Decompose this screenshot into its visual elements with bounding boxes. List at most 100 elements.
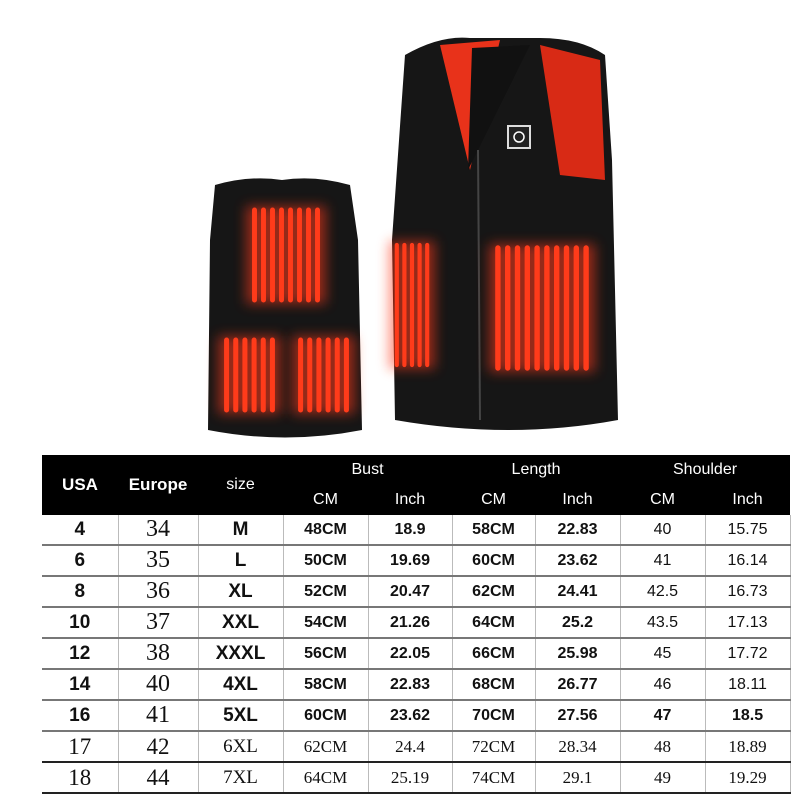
table-row: 8 36 XL 52CM 20.47 62CM 24.41 42.5 16.73 bbox=[42, 576, 791, 608]
cell-shoulder-cm: 43.5 bbox=[620, 607, 706, 639]
cell-shoulder-in: 18.5 bbox=[705, 700, 791, 732]
cell-shoulder-in: 16.14 bbox=[705, 545, 791, 577]
cell-shoulder-cm: 41 bbox=[620, 545, 706, 577]
cell-bust-cm: 48CM bbox=[283, 515, 369, 546]
cell-length-in: 25.2 bbox=[535, 607, 621, 639]
cell-bust-cm: 52CM bbox=[283, 576, 369, 608]
cell-length-in: 26.77 bbox=[535, 669, 621, 701]
cell-shoulder-cm: 45 bbox=[620, 638, 706, 670]
cell-shoulder-cm: 42.5 bbox=[620, 576, 706, 608]
header-bust-inch: Inch bbox=[368, 485, 453, 515]
header-length-inch: Inch bbox=[535, 485, 621, 515]
cell-size: XXXL bbox=[198, 638, 284, 670]
cell-bust-in: 22.05 bbox=[368, 638, 453, 670]
cell-usa: 18 bbox=[42, 762, 119, 794]
header-shoulder: Shoulder bbox=[620, 455, 791, 485]
cell-usa: 16 bbox=[42, 700, 119, 732]
header-shoulder-cm: CM bbox=[620, 485, 706, 515]
cell-bust-cm: 60CM bbox=[283, 700, 369, 732]
cell-europe: 42 bbox=[118, 731, 199, 763]
table-row: 6 35 L 50CM 19.69 60CM 23.62 41 16.14 bbox=[42, 545, 791, 577]
cell-europe: 38 bbox=[118, 638, 199, 670]
cell-shoulder-cm: 48 bbox=[620, 731, 706, 763]
cell-bust-in: 25.19 bbox=[368, 762, 453, 794]
header-bust: Bust bbox=[283, 455, 453, 485]
header-shoulder-inch: Inch bbox=[705, 485, 791, 515]
cell-shoulder-cm: 49 bbox=[620, 762, 706, 794]
header-europe: Europe bbox=[118, 455, 198, 515]
vest-front-view bbox=[389, 37, 618, 430]
header-size: size bbox=[198, 455, 283, 515]
table-row: 17 42 6XL 62CM 24.4 72CM 28.34 48 18.89 bbox=[42, 731, 791, 763]
header-length: Length bbox=[452, 455, 621, 485]
cell-bust-cm: 50CM bbox=[283, 545, 369, 577]
cell-shoulder-in: 17.13 bbox=[705, 607, 791, 639]
table-row: 10 37 XXL 54CM 21.26 64CM 25.2 43.5 17.13 bbox=[42, 607, 791, 639]
cell-size: M bbox=[198, 515, 284, 546]
cell-size: XXL bbox=[198, 607, 284, 639]
cell-bust-cm: 58CM bbox=[283, 669, 369, 701]
front-heating-pad-left bbox=[389, 241, 435, 369]
cell-size: 5XL bbox=[198, 700, 284, 732]
cell-usa: 8 bbox=[42, 576, 119, 608]
cell-shoulder-in: 19.29 bbox=[705, 762, 791, 794]
cell-bust-in: 24.4 bbox=[368, 731, 453, 763]
cell-length-cm: 70CM bbox=[452, 700, 536, 732]
cell-length-cm: 60CM bbox=[452, 545, 536, 577]
cell-length-cm: 68CM bbox=[452, 669, 536, 701]
cell-europe: 37 bbox=[118, 607, 199, 639]
cell-length-cm: 62CM bbox=[452, 576, 536, 608]
cell-bust-in: 22.83 bbox=[368, 669, 453, 701]
power-button-icon[interactable] bbox=[507, 125, 531, 149]
cell-usa: 17 bbox=[42, 731, 119, 763]
front-heating-pad-right bbox=[489, 244, 595, 372]
cell-europe: 40 bbox=[118, 669, 199, 701]
cell-usa: 12 bbox=[42, 638, 119, 670]
cell-europe: 41 bbox=[118, 700, 199, 732]
back-heating-pad-upper bbox=[246, 206, 326, 304]
cell-size: 7XL bbox=[198, 762, 284, 794]
cell-bust-cm: 64CM bbox=[283, 762, 369, 794]
cell-bust-in: 23.62 bbox=[368, 700, 453, 732]
back-heating-pad-right bbox=[292, 336, 355, 414]
cell-length-cm: 72CM bbox=[452, 731, 536, 763]
zipper bbox=[477, 149, 481, 421]
cell-length-cm: 64CM bbox=[452, 607, 536, 639]
cell-bust-in: 19.69 bbox=[368, 545, 453, 577]
cell-usa: 4 bbox=[42, 515, 119, 546]
cell-bust-in: 18.9 bbox=[368, 515, 453, 546]
cell-bust-cm: 54CM bbox=[283, 607, 369, 639]
size-chart-table: USA Europe size Bust Length Shoulder CM … bbox=[42, 455, 791, 794]
header-bust-cm: CM bbox=[283, 485, 368, 515]
back-heating-pad-left bbox=[218, 336, 281, 414]
table-row: 16 41 5XL 60CM 23.62 70CM 27.56 47 18.5 bbox=[42, 700, 791, 732]
table-row: 14 40 4XL 58CM 22.83 68CM 26.77 46 18.11 bbox=[42, 669, 791, 701]
cell-size: 6XL bbox=[198, 731, 284, 763]
header-length-cm: CM bbox=[452, 485, 536, 515]
cell-size: L bbox=[198, 545, 284, 577]
cell-length-cm: 66CM bbox=[452, 638, 536, 670]
table-row: 18 44 7XL 64CM 25.19 74CM 29.1 49 19.29 bbox=[42, 762, 791, 794]
cell-usa: 10 bbox=[42, 607, 119, 639]
cell-europe: 36 bbox=[118, 576, 199, 608]
cell-length-in: 22.83 bbox=[535, 515, 621, 546]
cell-length-in: 27.56 bbox=[535, 700, 621, 732]
cell-europe: 44 bbox=[118, 762, 199, 794]
cell-shoulder-in: 15.75 bbox=[705, 515, 791, 546]
cell-europe: 34 bbox=[118, 515, 199, 546]
vest-back-view bbox=[208, 178, 362, 438]
cell-bust-in: 21.26 bbox=[368, 607, 453, 639]
cell-length-cm: 58CM bbox=[452, 515, 536, 546]
header-usa: USA bbox=[42, 455, 118, 515]
cell-length-in: 24.41 bbox=[535, 576, 621, 608]
cell-length-in: 28.34 bbox=[535, 731, 621, 763]
cell-length-in: 29.1 bbox=[535, 762, 621, 794]
cell-shoulder-cm: 47 bbox=[620, 700, 706, 732]
cell-shoulder-in: 16.73 bbox=[705, 576, 791, 608]
cell-shoulder-in: 17.72 bbox=[705, 638, 791, 670]
cell-size: XL bbox=[198, 576, 284, 608]
cell-shoulder-in: 18.89 bbox=[705, 731, 791, 763]
cell-shoulder-in: 18.11 bbox=[705, 669, 791, 701]
cell-usa: 14 bbox=[42, 669, 119, 701]
table-row: 12 38 XXXL 56CM 22.05 66CM 25.98 45 17.72 bbox=[42, 638, 791, 670]
